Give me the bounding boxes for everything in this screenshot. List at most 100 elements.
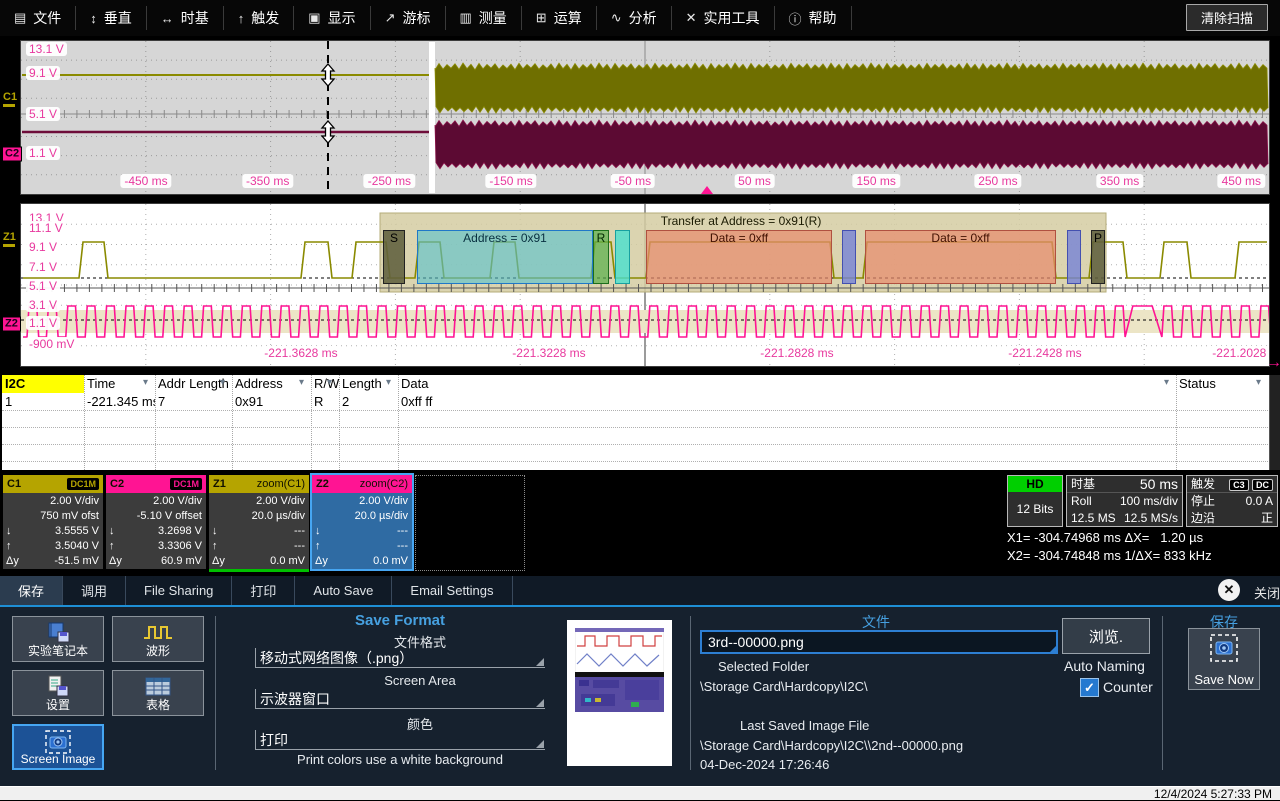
menu-item-file[interactable]: ▤ 文件 — [0, 6, 77, 30]
counter-label: Counter — [1103, 679, 1153, 695]
tab-email-settings[interactable]: Email Settings — [392, 576, 513, 605]
table-cell-rw[interactable]: R — [314, 394, 324, 409]
menu-item-measure[interactable]: ▥ 测量 — [446, 6, 522, 30]
dropdown-triangle-icon — [536, 740, 544, 748]
main-waveform-grid[interactable]: 13.1 V 9.1 V 5.1 V 1.1 V -450 ms -350 ms -250 … — [20, 40, 1270, 195]
trigger-position-marker[interactable] — [701, 186, 713, 194]
axis-marker-c2[interactable]: C2 — [2, 146, 23, 162]
cursor-readout-x2: X2= -304.74848 ms 1/ΔX= 833 kHz — [1007, 548, 1212, 563]
menu-item-utilities[interactable]: ✕ 实用工具 — [672, 6, 775, 30]
table-header-length[interactable]: Length — [342, 376, 382, 391]
tab-保存[interactable]: 保存 — [0, 576, 64, 605]
column-separator — [398, 375, 399, 470]
sort-arrow-icon[interactable]: ▾ — [220, 377, 226, 388]
menu-item-vertical[interactable]: ↕ 垂直 — [76, 6, 147, 30]
close-label[interactable]: 关闭 — [1254, 586, 1280, 601]
save-type-button-table[interactable]: 表格 — [112, 670, 204, 716]
table-header-rw[interactable]: R/W — [314, 376, 339, 391]
stat-symbol: ↓ — [109, 525, 115, 537]
browse-button[interactable]: 浏览. — [1062, 618, 1150, 654]
color-dropdown[interactable]: 打印 — [255, 730, 545, 750]
counter-checkbox[interactable]: ✓ — [1080, 678, 1099, 697]
save-format-title: Save Format — [354, 612, 446, 629]
table-header-i2c[interactable]: I2C — [2, 375, 84, 393]
table-header-addr-length[interactable]: Addr Length — [158, 376, 229, 391]
tab-file-sharing[interactable]: File Sharing — [126, 576, 233, 605]
status-bar: 12/4/2024 5:27:33 PM — [0, 786, 1280, 801]
table-header-status[interactable]: Status — [1179, 376, 1216, 391]
table-header-time[interactable]: Time — [87, 376, 116, 391]
sort-arrow-icon[interactable]: ▾ — [1164, 377, 1170, 388]
divider — [1162, 616, 1163, 770]
file-format-dropdown[interactable]: 移动式网络图像（.png） — [255, 648, 545, 668]
table-header-data[interactable]: Data — [401, 376, 429, 391]
empty-descriptor-slot[interactable] — [415, 475, 525, 571]
hd-title: HD — [1008, 476, 1062, 492]
descriptor-subtitle: zoom(C1) — [256, 478, 305, 490]
clear-sweeps-button[interactable]: 清除扫描 — [1185, 4, 1268, 31]
axis-marker-z1[interactable]: Z1 — [3, 231, 16, 247]
screen-area-dropdown[interactable]: 示波器窗口 — [255, 689, 545, 709]
selected-folder-path: \Storage Card\Hardcopy\I2C\ — [700, 679, 868, 694]
save-type-button-setup[interactable]: 设置 — [12, 670, 104, 716]
menu-item-label: 实用工具 — [703, 10, 760, 26]
menu-item-timebase[interactable]: ↔ 时基 — [147, 6, 224, 30]
file-icon: ▤ — [14, 10, 27, 25]
table-header-address[interactable]: Address — [235, 376, 283, 391]
grid1-time-label: 350 ms — [1095, 174, 1144, 188]
axis-marker-z2[interactable]: Z2 — [2, 316, 21, 332]
axis-marker-c1[interactable]: C1 — [3, 91, 17, 107]
table-cell-length[interactable]: 2 — [342, 394, 350, 409]
sort-arrow-icon[interactable]: ▾ — [143, 377, 149, 388]
table-cell-i2c[interactable]: 1 — [5, 394, 13, 409]
descriptor-body: 2.00 V/div 20.0 µs/div ↓ --- ↑ --- Δy 0.0 mV — [312, 493, 412, 569]
sort-arrow-icon[interactable]: ▾ — [327, 377, 333, 388]
transfer-annotation: Transfer at Address = 0x91(R) — [660, 214, 822, 228]
menu-item-trigger[interactable]: ↑ 触发 — [224, 6, 295, 30]
table-scrollbar[interactable] — [1269, 375, 1280, 470]
filename-input[interactable] — [700, 630, 1058, 654]
menu-item-label: 运算 — [553, 10, 582, 26]
save-now-button[interactable]: Save Now — [1188, 628, 1260, 690]
pan-right-arrow[interactable]: → — [1266, 354, 1280, 371]
menu-item-display[interactable]: ▣ 显示 — [294, 6, 371, 30]
sort-arrow-icon[interactable]: ▾ — [1256, 377, 1262, 388]
trigger-box[interactable]: 触发 C3 DC 停止 0.0 A 边沿 正 — [1186, 475, 1278, 527]
menu-item-help[interactable]: ⓘ 帮助 — [775, 6, 852, 30]
save-type-button-waveform[interactable]: 波形 — [112, 616, 204, 662]
table-cell-address[interactable]: 0x91 — [235, 394, 264, 409]
last-saved-path: \Storage Card\Hardcopy\I2C\\2nd--00000.p… — [700, 738, 964, 753]
column-separator — [232, 375, 233, 470]
button-label: Screen Image — [20, 752, 96, 766]
descriptor-title: Z1 — [213, 478, 226, 490]
menu-item-cursors[interactable]: ↗ 游标 — [371, 6, 446, 30]
descriptor-c1[interactable]: C1 DC1M 2.00 V/div 750 mV ofst ↓ 3.5555 V ↑ 3.5… — [3, 475, 103, 569]
stat-symbol: ↑ — [212, 540, 218, 552]
save-type-button-screen-image[interactable]: Screen Image — [12, 724, 104, 770]
scope-area: 13.1 V 9.1 V 5.1 V 1.1 V -450 ms -350 ms -250 … — [0, 36, 1280, 576]
zoom-waveform-grid[interactable]: S Address = 0x91 R Data = 0xff Data = 0xff P T… — [20, 203, 1270, 367]
menu-item-analysis[interactable]: ∿ 分析 — [597, 6, 672, 30]
timebase-box[interactable]: 时基 50 ms Roll 100 ms/div 12.5 MS 12.5 MS… — [1066, 475, 1183, 527]
table-cell-status[interactable] — [1176, 393, 1268, 410]
tab-auto-save[interactable]: Auto Save — [295, 576, 393, 605]
descriptor-z1[interactable]: Z1 zoom(C1) 2.00 V/div 20.0 µs/div ↓ --- ↑ --- Δ… — [209, 475, 309, 572]
descriptor-c2[interactable]: C2 DC1M 2.00 V/div -5.10 V offset ↓ 3.2698 V ↑… — [106, 475, 206, 569]
tab-打印[interactable]: 打印 — [232, 576, 296, 605]
hd-resolution-box[interactable]: HD 12 Bits — [1007, 475, 1063, 527]
table-cell-data[interactable]: 0xff ff — [401, 394, 433, 409]
table-cell-addr-length[interactable]: 7 — [158, 394, 166, 409]
tab-调用[interactable]: 调用 — [63, 576, 127, 605]
close-icon[interactable]: ✕ — [1218, 579, 1240, 601]
stat-symbol: ↓ — [6, 525, 12, 537]
sort-arrow-icon[interactable]: ▾ — [299, 377, 305, 388]
descriptor-z2[interactable]: Z2 zoom(C2) 2.00 V/div 20.0 µs/div ↓ --- ↑ --- Δ… — [310, 473, 414, 571]
sort-arrow-icon[interactable]: ▾ — [386, 377, 392, 388]
descriptor-header: C2 DC1M — [106, 475, 206, 493]
start-condition-box: S — [383, 230, 405, 284]
clock: 12/4/2024 5:27:33 PM — [1153, 787, 1272, 801]
table-cell-time[interactable]: -221.345 ms — [87, 394, 155, 409]
menu-item-math[interactable]: ⊞ 运算 — [522, 6, 597, 30]
save-type-button-labnotebook[interactable]: 实验笔记本 — [12, 616, 104, 662]
i2c-decode-table[interactable]: I2C Time ▾ Addr Length ▾ Address ▾ R/W ▾ Length ▾ D… — [2, 375, 1270, 470]
